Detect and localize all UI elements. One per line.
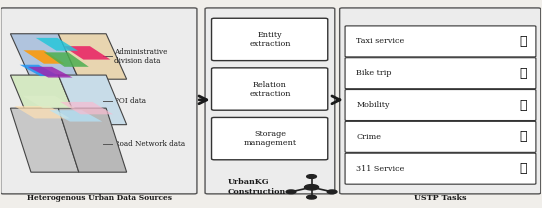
Text: Heterogenous Urban Data Sources: Heterogenous Urban Data Sources <box>27 194 172 202</box>
Text: USTP Tasks: USTP Tasks <box>414 194 467 202</box>
FancyBboxPatch shape <box>211 18 328 61</box>
Text: 🚗: 🚗 <box>520 35 527 48</box>
FancyBboxPatch shape <box>211 118 328 160</box>
Text: 👮: 👮 <box>520 130 527 143</box>
Polygon shape <box>49 110 102 121</box>
Polygon shape <box>44 52 89 67</box>
Polygon shape <box>22 96 75 108</box>
FancyBboxPatch shape <box>345 89 536 120</box>
Text: Crime: Crime <box>357 133 382 141</box>
FancyBboxPatch shape <box>345 121 536 152</box>
FancyBboxPatch shape <box>340 8 541 194</box>
Polygon shape <box>23 50 64 64</box>
Text: Bike trip: Bike trip <box>357 69 392 77</box>
FancyBboxPatch shape <box>205 8 335 194</box>
Text: Relation
extraction: Relation extraction <box>249 80 291 98</box>
Polygon shape <box>14 106 70 119</box>
Polygon shape <box>59 75 127 125</box>
Text: POI data: POI data <box>114 97 146 105</box>
Polygon shape <box>36 38 78 51</box>
Text: Taxi service: Taxi service <box>357 37 405 45</box>
Polygon shape <box>59 108 127 172</box>
Polygon shape <box>10 108 79 172</box>
Text: Construction: Construction <box>228 188 286 196</box>
FancyBboxPatch shape <box>345 58 536 89</box>
Text: 311 Service: 311 Service <box>357 165 405 173</box>
Text: Administrative
division data: Administrative division data <box>114 48 167 65</box>
Text: 👫: 👫 <box>520 99 527 111</box>
Polygon shape <box>10 75 79 125</box>
Polygon shape <box>59 34 127 79</box>
Polygon shape <box>63 46 111 59</box>
FancyBboxPatch shape <box>1 8 197 194</box>
FancyBboxPatch shape <box>211 68 328 110</box>
Text: Storage
management: Storage management <box>243 130 296 147</box>
Circle shape <box>307 175 317 178</box>
Text: Entity
extraction: Entity extraction <box>249 31 291 48</box>
Text: Road Network data: Road Network data <box>114 140 185 148</box>
Polygon shape <box>20 65 59 76</box>
Polygon shape <box>60 102 113 114</box>
FancyBboxPatch shape <box>345 153 536 184</box>
Circle shape <box>305 184 319 190</box>
Text: 📞: 📞 <box>520 162 527 175</box>
Circle shape <box>327 190 337 194</box>
Text: 🚲: 🚲 <box>520 67 527 80</box>
Circle shape <box>286 190 296 194</box>
Text: Mobility: Mobility <box>357 101 390 109</box>
Polygon shape <box>10 34 79 79</box>
FancyBboxPatch shape <box>345 26 536 57</box>
Polygon shape <box>28 67 73 78</box>
Text: UrbanKG: UrbanKG <box>228 178 269 186</box>
Circle shape <box>307 195 317 199</box>
